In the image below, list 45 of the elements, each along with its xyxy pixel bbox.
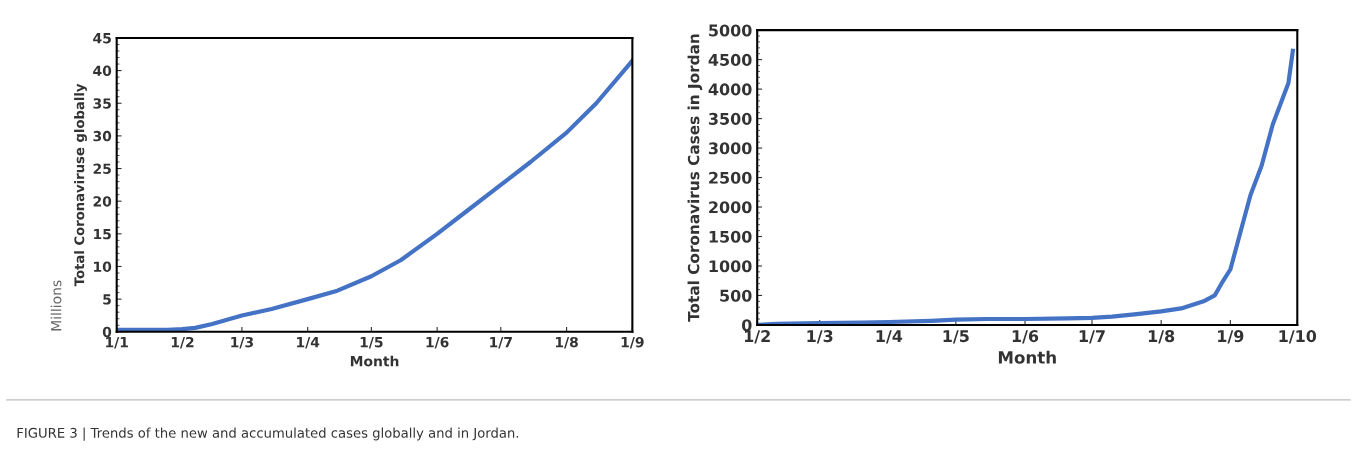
- x-tick-label: 1/7: [1079, 330, 1105, 344]
- x-tick-label: 1/3: [807, 330, 833, 344]
- x-axis-title: Month: [998, 350, 1056, 364]
- y-tick-label: 35: [93, 98, 111, 109]
- y-tick-label: 45: [93, 33, 111, 44]
- y-tick-label: 25: [93, 163, 111, 175]
- x-tick-label: 1/2: [744, 330, 770, 344]
- y-tick-label: 3500: [708, 112, 752, 125]
- text: Millions: [50, 280, 62, 331]
- y-tick-label: 20: [93, 196, 112, 207]
- x-tick-label: 1/1: [106, 337, 128, 349]
- y-tick-label: 5000: [709, 24, 752, 37]
- y-tick-label: 0: [742, 319, 752, 332]
- x-tick-label: 1/8: [1148, 330, 1175, 344]
- x-tick-label: 1/9: [1218, 330, 1244, 344]
- y-tick-label: 40: [93, 65, 112, 77]
- x-tick-label: 1/8: [555, 336, 578, 349]
- y-tick-label: 10: [94, 261, 112, 272]
- y-tick-label: 4000: [708, 83, 752, 96]
- x-tick-label: 1/5: [360, 337, 383, 349]
- x-tick-label: 1/4: [297, 337, 320, 349]
- x-axis-title: Month: [350, 355, 399, 367]
- y-tick-label: 3000: [708, 142, 752, 155]
- caption: FIGURE 3 | Trends of the new and accumulated cases globally and in Jordan.: [17, 427, 519, 441]
- y-tick-label: 1000: [709, 260, 752, 273]
- x-tick-label: 1/2: [171, 336, 194, 349]
- x-tick-label: 1/6: [1012, 330, 1039, 344]
- y-tick-label: 2500: [709, 171, 752, 184]
- y-tick-label: 4500: [708, 53, 752, 66]
- x-tick-label: 1/9: [621, 336, 644, 349]
- x-tick-label: 1/3: [231, 336, 253, 349]
- x-tick-label: 1/4: [876, 330, 903, 344]
- y-tick-label: 15: [94, 228, 111, 240]
- y-tick-label: 30: [93, 130, 112, 142]
- x-tick-label: 1/10: [1279, 330, 1317, 344]
- x-tick-label: 1/7: [490, 337, 512, 349]
- y-tick-label: 500: [720, 289, 752, 302]
- x-tick-label: 1/5: [943, 330, 969, 344]
- y-axis-title: Total Coronavirus Cases in Jordan: [687, 34, 703, 322]
- x-tick-label: 1/6: [426, 336, 449, 349]
- y-axis-title: Total Coronaviruse globally: [74, 83, 87, 287]
- y-tick-label: 0: [102, 326, 112, 338]
- y-tick-label: 1500: [709, 230, 752, 243]
- y-tick-label: 5: [103, 294, 111, 305]
- y-tick-label: 2000: [709, 201, 752, 214]
